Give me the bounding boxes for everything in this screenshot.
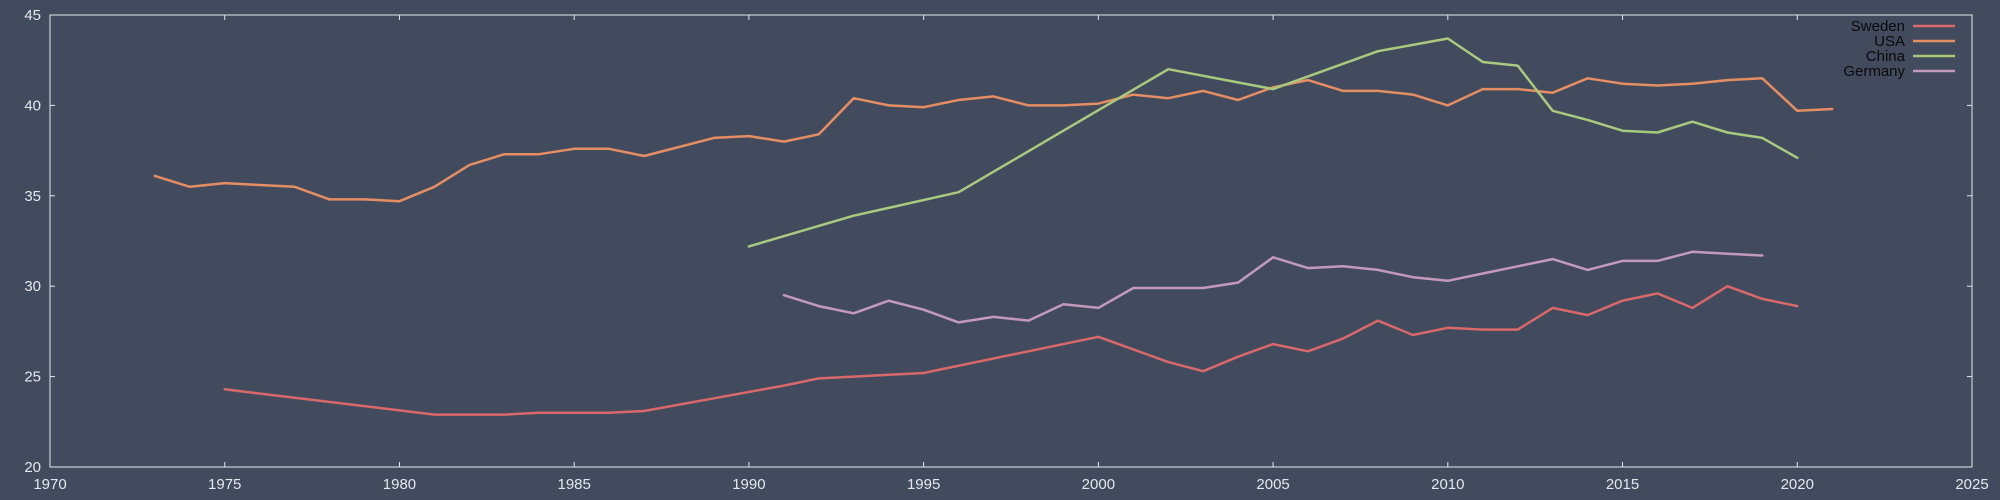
y-tick-label: 20 bbox=[24, 459, 41, 476]
y-tick-label: 30 bbox=[24, 278, 41, 295]
legend-label-sweden: Sweden bbox=[1851, 18, 1905, 35]
y-tick-label: 45 bbox=[24, 7, 41, 24]
legend-label-china: China bbox=[1866, 48, 1906, 65]
x-tick-label: 2010 bbox=[1431, 476, 1464, 493]
series-line-china bbox=[747, 37, 1799, 248]
x-tick-label: 1975 bbox=[208, 476, 241, 493]
plot-frame bbox=[49, 14, 1973, 468]
x-tick-label: 2015 bbox=[1606, 476, 1639, 493]
x-tick-label: 1980 bbox=[383, 476, 416, 493]
x-tick-label: 1995 bbox=[907, 476, 940, 493]
y-tick-label: 25 bbox=[24, 369, 41, 386]
x-tick-label: 2000 bbox=[1082, 476, 1115, 493]
series-line-usa bbox=[153, 77, 1834, 203]
x-tick-label: 2020 bbox=[1781, 476, 1814, 493]
y-tick-label: 40 bbox=[24, 97, 41, 114]
x-tick-label: 1985 bbox=[557, 476, 590, 493]
x-tick-label: 2025 bbox=[1955, 476, 1988, 493]
series-line-germany bbox=[782, 250, 1764, 324]
x-tick-label: 1990 bbox=[732, 476, 765, 493]
x-tick-label: 2005 bbox=[1256, 476, 1289, 493]
y-tick-label: 35 bbox=[24, 188, 41, 205]
series-line-sweden bbox=[223, 284, 1799, 416]
legend-label-germany: Germany bbox=[1843, 63, 1905, 80]
legend-label-usa: USA bbox=[1874, 33, 1905, 50]
x-tick-label: 1970 bbox=[33, 476, 66, 493]
